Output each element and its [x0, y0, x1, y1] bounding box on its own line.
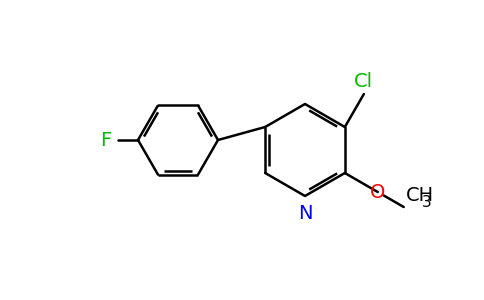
Text: CH: CH [406, 186, 434, 205]
Text: Cl: Cl [354, 72, 373, 91]
Text: O: O [370, 182, 385, 202]
Text: F: F [100, 130, 111, 149]
Text: N: N [298, 204, 312, 223]
Text: 3: 3 [422, 195, 431, 210]
